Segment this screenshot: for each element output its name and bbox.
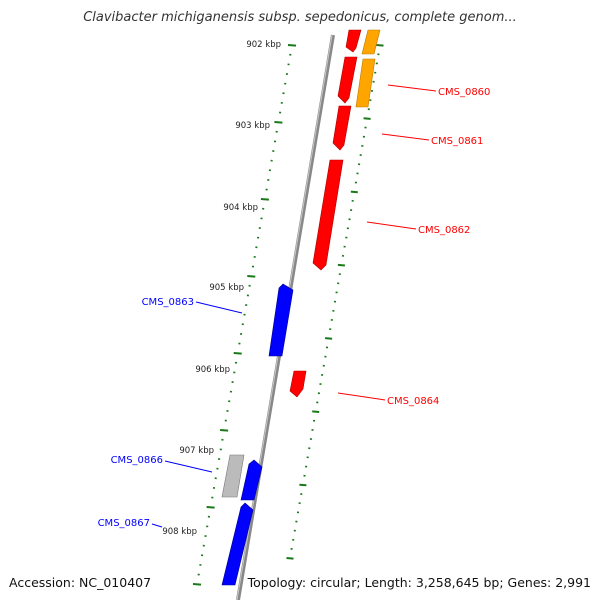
gene-label-cms-0860[interactable]: CMS_0860 <box>438 87 490 98</box>
tick-label-907: 907 kbp <box>179 446 214 456</box>
major-tick <box>312 410 320 413</box>
gene-arrow[interactable] <box>361 29 381 55</box>
tick-label-904: 904 kbp <box>223 203 258 213</box>
tick-label-902: 902 kbp <box>246 40 281 50</box>
major-tick <box>287 44 297 47</box>
gene-label-cms-0866[interactable]: CMS_0866 <box>111 455 163 466</box>
gene-arrow[interactable] <box>221 454 245 498</box>
major-tick <box>247 275 256 278</box>
kbp-tick-labels: 902 kbp 903 kbp 904 kbp 905 kbp 906 kbp … <box>162 40 281 537</box>
topology-info-text: Topology: circular; Length: 3,258,645 bp… <box>247 575 591 590</box>
gene-label-cms-0861[interactable]: CMS_0861 <box>431 136 483 147</box>
major-tick <box>337 263 345 267</box>
accession-text: Accession: NC_010407 <box>9 575 152 590</box>
left-tick-track <box>192 44 297 586</box>
gene-cms-0862-arrow[interactable] <box>312 159 344 271</box>
gene-arrow[interactable] <box>345 29 362 53</box>
major-tick <box>286 557 294 560</box>
major-tick <box>376 44 384 47</box>
major-tick <box>260 198 269 201</box>
major-tick <box>363 117 371 120</box>
major-tick <box>220 429 229 432</box>
gene-cms-0861-arrow[interactable] <box>332 105 352 151</box>
gene-label-cms-0862[interactable]: CMS_0862 <box>418 225 470 236</box>
major-tick <box>299 483 307 487</box>
gene-label-cms-0863[interactable]: CMS_0863 <box>142 297 194 308</box>
gene-cms-0860-arrow[interactable] <box>337 56 358 104</box>
major-tick <box>325 337 333 340</box>
tick-label-908: 908 kbp <box>162 527 197 537</box>
gene-arrow[interactable] <box>355 58 376 108</box>
gene-cms-0867-arrow[interactable] <box>221 502 254 586</box>
gene-leader-lines <box>151 84 437 528</box>
major-tick <box>350 190 358 194</box>
gene-label-cms-0864[interactable]: CMS_0864 <box>387 396 439 407</box>
major-tick <box>192 583 202 586</box>
major-tick <box>274 121 283 124</box>
gene-cms-0864-arrow[interactable] <box>289 370 307 398</box>
map-title: Clavibacter michiganensis subsp. sepedon… <box>83 10 517 25</box>
gene-label-cms-0867[interactable]: CMS_0867 <box>98 518 150 529</box>
right-tick-track <box>286 44 384 560</box>
major-tick <box>233 352 242 355</box>
tick-label-903: 903 kbp <box>235 121 270 131</box>
gene-cms-0863-arrow[interactable] <box>268 283 294 357</box>
tick-label-906: 906 kbp <box>195 365 230 375</box>
gene-cms-0866-arrow[interactable] <box>240 459 263 501</box>
tick-label-905: 905 kbp <box>209 283 244 293</box>
major-tick <box>206 506 215 509</box>
